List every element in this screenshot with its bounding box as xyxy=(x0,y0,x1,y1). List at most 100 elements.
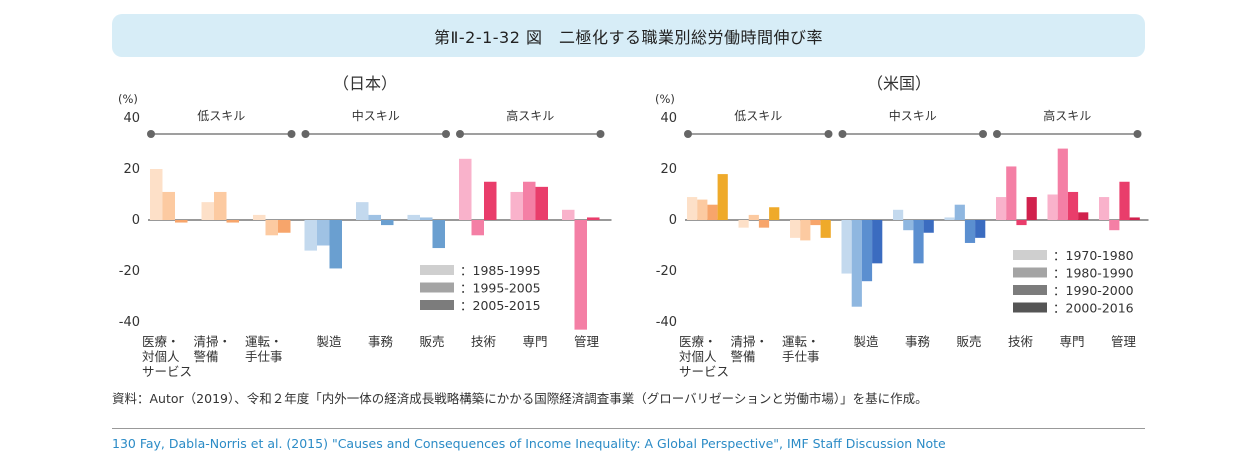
jp-category-label: 専門 xyxy=(523,334,548,349)
jp-category-label-line: 医療・ xyxy=(142,334,180,349)
us-legend-swatch xyxy=(1013,285,1047,295)
us-skill-group-label: 高スキル xyxy=(1043,108,1091,123)
jp-bar-3-2 xyxy=(265,220,278,236)
us-skill-group-dot xyxy=(838,130,847,138)
us-y-tick-label: 40 xyxy=(660,111,677,126)
jp-category-label-line: 販売 xyxy=(420,334,445,349)
us-category-label-line: 専門 xyxy=(1060,334,1085,349)
us-category-label-line: 技術 xyxy=(1008,334,1033,349)
us-bar-7-4 xyxy=(1026,197,1037,220)
jp-category-label: 販売 xyxy=(420,334,445,349)
us-bar-4-1 xyxy=(841,220,852,274)
us-legend-label: ：1990-2000 xyxy=(1053,283,1134,298)
us-bar-1-1 xyxy=(687,197,698,220)
us-skill-group-dot xyxy=(824,130,833,138)
us-legend-label: ：2000-2016 xyxy=(1053,301,1134,316)
us-bar-6-1 xyxy=(944,217,955,220)
us-bar-6-3 xyxy=(964,220,976,243)
jp-category-label: 製造 xyxy=(317,334,343,349)
us-bar-1-4 xyxy=(717,174,728,220)
jp-skill-group-label: 低スキル xyxy=(197,109,245,123)
jp-legend-label: ：1995-2005 xyxy=(460,281,541,296)
us-category-label-line: 製造 xyxy=(854,334,880,349)
japan-chart: (%) 40 20 0 -20 -40 低スキル 中スキル 高スキル医療・対個人サービス清掃・警… xyxy=(118,92,612,379)
us-category-label: 技術 xyxy=(1008,334,1033,349)
us-y-tick-label: 0 xyxy=(669,213,677,228)
us-bar-8-4 xyxy=(1078,212,1089,220)
us-category-label-line: 手仕事 xyxy=(782,349,820,364)
us-category-label: 製造 xyxy=(854,334,880,349)
jp-category-label-line: 清掃・ xyxy=(194,334,232,349)
jp-skill-group-label: 中スキル xyxy=(352,108,400,123)
jp-bar-1-2 xyxy=(162,191,175,220)
jp-bar-2-2 xyxy=(214,191,227,220)
jp-bar-8-3 xyxy=(535,186,548,220)
us-category-label-line: 事務 xyxy=(905,334,931,349)
us-bar-9-4 xyxy=(1129,217,1140,220)
jp-skill-group-dot xyxy=(287,130,296,138)
jp-legend-label: ：2005-2015 xyxy=(460,298,541,313)
jp-bar-1-1 xyxy=(150,169,163,220)
us-bar-8-3 xyxy=(1067,191,1079,220)
jp-bar-8-2 xyxy=(523,181,536,220)
figure-title: 第Ⅱ-2-1-32 図 二極化する職業別総労働時間伸び率 xyxy=(433,27,823,47)
jp-bar-1-3 xyxy=(175,220,188,223)
us-bar-3-1 xyxy=(790,220,801,238)
us-bar-4-3 xyxy=(861,220,873,282)
jp-bar-6-2 xyxy=(420,217,433,220)
jp-legend-label: ：1985-1995 xyxy=(460,263,541,278)
jp-category-label-line: 警備 xyxy=(194,349,219,364)
us-category-label-line: 医療・ xyxy=(679,334,717,349)
jp-bar-9-1 xyxy=(562,209,575,220)
us-bar-7-1 xyxy=(996,197,1007,220)
jp-skill-group-dot xyxy=(442,130,450,138)
source-note: 資料：Autor（2019）、令和２年度「内外一体の経済成長戦略構築にかかる国際… xyxy=(112,391,928,406)
jp-bar-6-3 xyxy=(432,220,445,249)
figure-title-banner: 第Ⅱ-2-1-32 図 二極化する職業別総労働時間伸び率 xyxy=(112,14,1145,57)
jp-skill-group-dot xyxy=(596,130,605,138)
us-category-label-line: 清掃・ xyxy=(731,334,769,349)
us-bar-1-2 xyxy=(697,199,708,220)
us-skill-group-label: 低スキル xyxy=(734,109,782,123)
us-category-label-line: 運転・ xyxy=(782,334,820,349)
jp-skill-group-dot xyxy=(301,130,310,138)
us-bar-2-3 xyxy=(758,220,770,228)
jp-bar-7-3 xyxy=(484,181,497,220)
us-y-unit-label: (%) xyxy=(655,92,675,106)
jp-category-label: 技術 xyxy=(471,334,496,349)
jp-bar-5-1 xyxy=(356,202,369,220)
jp-bar-4-2 xyxy=(317,220,330,246)
jp-category-label: 管理 xyxy=(574,334,600,349)
us-category-label-line: 管理 xyxy=(1111,334,1137,349)
jp-category-label: 医療・対個人サービス xyxy=(142,334,192,379)
jp-bar-6-1 xyxy=(407,214,420,220)
us-category-label: 事務 xyxy=(905,334,931,349)
us-bar-7-3 xyxy=(1016,220,1027,226)
us-legend-label: ：1970-1980 xyxy=(1053,248,1134,263)
us-bar-2-4 xyxy=(769,207,780,220)
us-bar-6-4 xyxy=(975,220,986,238)
us-bar-9-2 xyxy=(1109,220,1120,231)
jp-category-label-line: 運転・ xyxy=(245,334,283,349)
jp-category-label-line: 管理 xyxy=(574,334,600,349)
us-bar-3-3 xyxy=(810,220,821,226)
jp-category-label-line: 技術 xyxy=(471,334,496,349)
us-bar-6-2 xyxy=(954,204,965,220)
jp-category-label-line: 対個人 xyxy=(142,349,180,364)
us-panel-title: （米国） xyxy=(867,74,932,93)
jp-category-label: 事務 xyxy=(368,334,394,349)
jp-category-label-line: 事務 xyxy=(368,334,394,349)
us-bar-5-3 xyxy=(913,220,924,264)
jp-y-tick-label: 40 xyxy=(123,111,140,126)
us-chart: (%) 40 20 0 -20 -40 低スキル 中スキル 高スキル医療・対個人サービス清掃・警… xyxy=(655,92,1149,379)
jp-bar-3-3 xyxy=(278,220,291,233)
jp-category-label-line: 手仕事 xyxy=(245,349,283,364)
us-bar-3-2 xyxy=(800,220,811,241)
jp-category-label-line: サービス xyxy=(142,364,192,379)
jp-y-tick-label: 0 xyxy=(132,213,140,228)
us-category-label-line: 警備 xyxy=(731,349,756,364)
us-y-tick-label: -40 xyxy=(656,315,677,330)
us-category-label: 販売 xyxy=(957,334,982,349)
jp-bar-3-1 xyxy=(253,214,266,220)
us-bar-9-3 xyxy=(1119,181,1130,220)
